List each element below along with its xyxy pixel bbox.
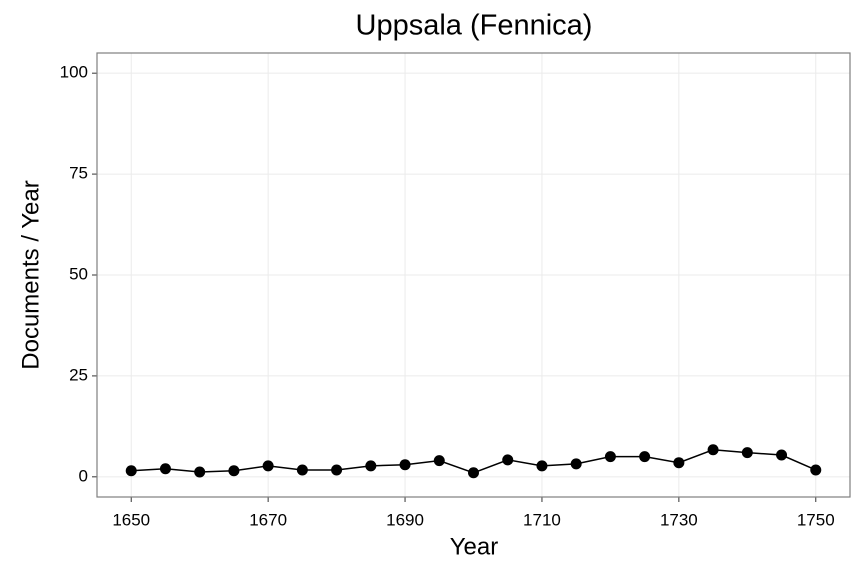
y-tick-label: 75 xyxy=(69,164,88,183)
point xyxy=(536,460,548,472)
point xyxy=(262,460,274,472)
point xyxy=(741,447,753,459)
y-tick-label: 50 xyxy=(69,264,88,283)
point xyxy=(604,451,616,463)
point xyxy=(639,451,651,463)
point xyxy=(570,458,582,470)
x-tick-label: 1670 xyxy=(249,510,287,529)
x-tick-label: 1710 xyxy=(523,510,561,529)
panel-border xyxy=(96,52,851,498)
x-axis-label: Year xyxy=(450,533,499,560)
point xyxy=(331,464,343,476)
y-tick-label: 25 xyxy=(69,365,88,384)
point xyxy=(296,464,308,476)
point xyxy=(502,454,514,466)
point xyxy=(159,463,171,475)
point xyxy=(365,460,377,472)
y-tick-label: 0 xyxy=(79,466,88,485)
point xyxy=(776,449,788,461)
point xyxy=(433,455,445,467)
y-tick-label: 100 xyxy=(60,63,88,82)
x-tick-label: 1730 xyxy=(660,510,698,529)
y-axis-label: Documents / Year xyxy=(17,180,44,369)
point xyxy=(468,467,479,479)
point xyxy=(707,444,719,456)
point xyxy=(399,459,411,471)
chart-title: Uppsala (Fennica) xyxy=(356,10,593,42)
point xyxy=(673,457,685,469)
x-tick-label: 1750 xyxy=(797,510,835,529)
x-tick-label: 1650 xyxy=(112,510,150,529)
point xyxy=(810,464,822,476)
point xyxy=(125,465,137,477)
x-tick-label: 1690 xyxy=(386,510,424,529)
point xyxy=(194,466,206,478)
point xyxy=(228,465,240,477)
